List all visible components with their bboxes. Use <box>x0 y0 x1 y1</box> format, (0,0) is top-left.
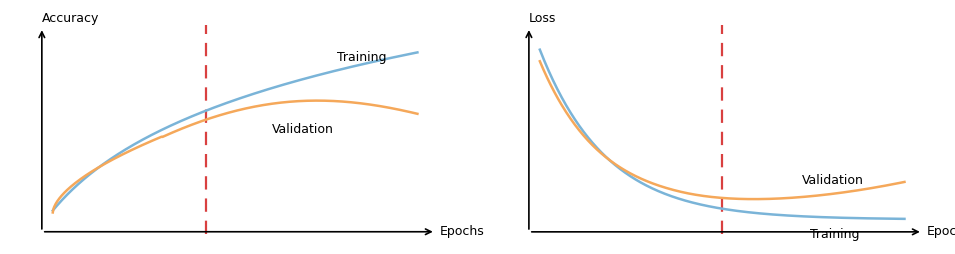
Text: Validation: Validation <box>802 174 864 187</box>
Text: Loss: Loss <box>529 12 556 25</box>
Text: Epochs: Epochs <box>439 225 484 238</box>
Text: Epochs: Epochs <box>926 225 955 238</box>
Text: Validation: Validation <box>271 123 333 136</box>
Text: Training: Training <box>337 51 387 64</box>
Text: Accuracy: Accuracy <box>42 12 99 25</box>
Text: Training: Training <box>810 228 860 241</box>
